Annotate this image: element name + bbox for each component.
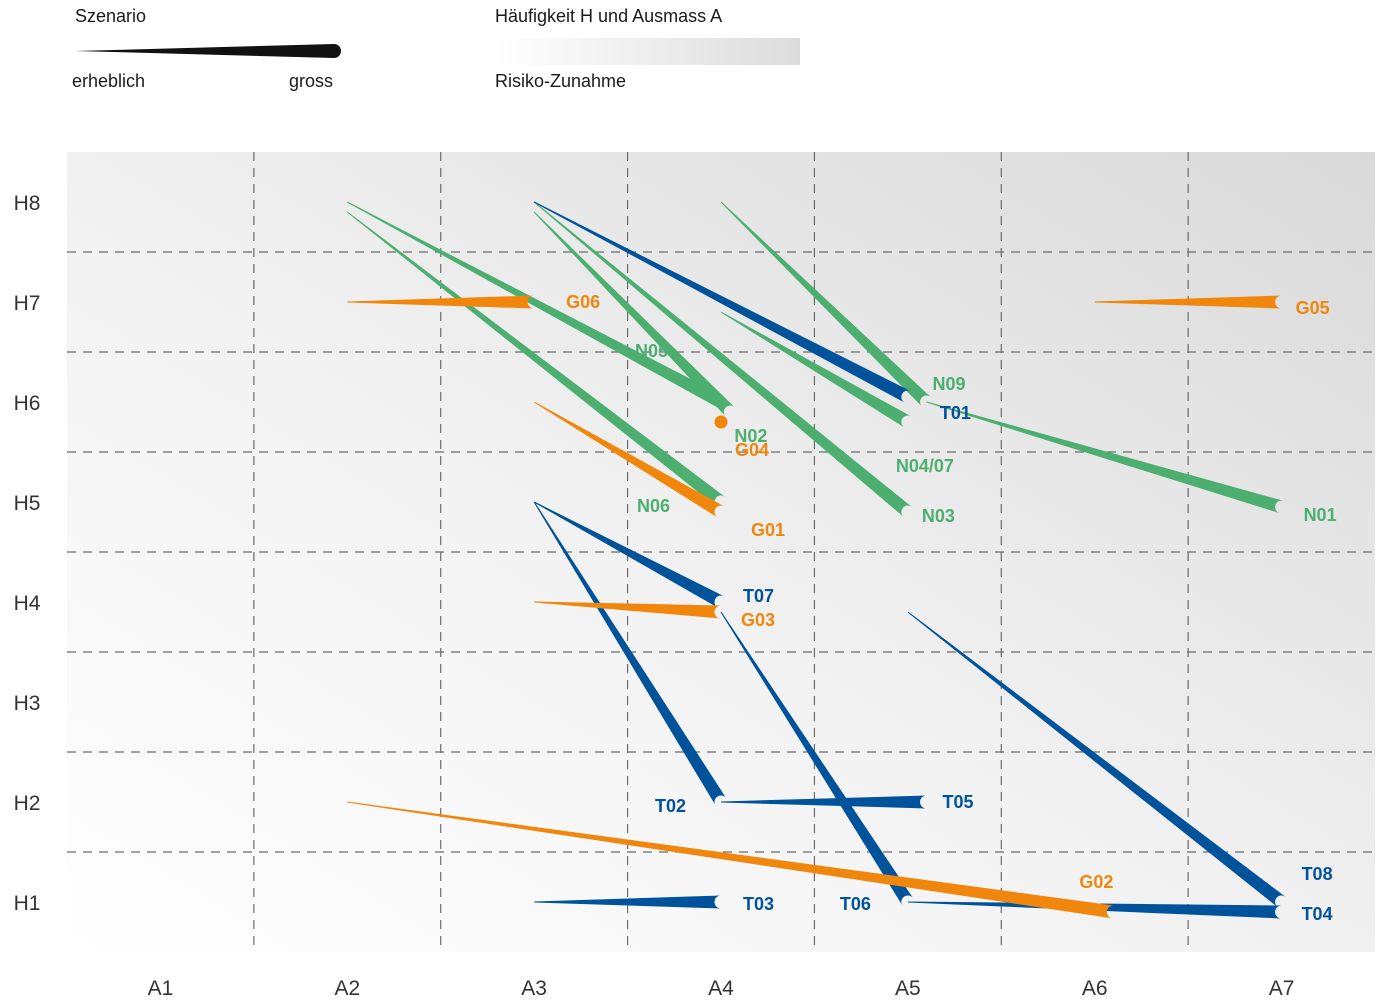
- scenario-t07: [533, 501, 725, 608]
- scenario-n09: [720, 201, 932, 407]
- grid-lines: [67, 152, 1375, 952]
- scenario-g01: [533, 401, 725, 518]
- scenario-marks: [346, 201, 1286, 919]
- scenario-n01: [926, 401, 1284, 514]
- x-tick-label: A6: [1082, 977, 1108, 1000]
- scenario-legend-title: Szenario: [75, 6, 147, 26]
- y-tick-label: H2: [14, 792, 41, 815]
- y-tick-label: H1: [14, 892, 41, 915]
- scenario-t01: [533, 201, 911, 403]
- scenario-label: T04: [1302, 904, 1333, 924]
- x-tick-label: A4: [708, 977, 734, 1000]
- risk-legend-title: Häufigkeit H und Ausmass A: [495, 6, 723, 26]
- scenario-label: N09: [933, 374, 966, 394]
- scenario-g04: [714, 415, 728, 429]
- scenario-g03: [534, 601, 722, 619]
- scenario-label: T08: [1302, 864, 1333, 884]
- scenario-label: G02: [1079, 872, 1113, 892]
- scenario-label: T06: [840, 894, 871, 914]
- scenario-n05: [347, 201, 725, 408]
- scenario-n04-07: [720, 311, 912, 428]
- x-tick-label: A7: [1269, 977, 1295, 1000]
- scenario-n03: [533, 201, 913, 518]
- x-tick-label: A2: [334, 977, 360, 1000]
- scenario-t08: [907, 611, 1286, 908]
- scenario-legend-large-label: gross: [289, 71, 334, 91]
- scenario-g06: [347, 295, 535, 309]
- scenario-t06: [720, 611, 914, 906]
- y-tick-label: H4: [14, 592, 41, 615]
- scenario-label: N04/07: [896, 456, 954, 476]
- y-tick-label: H6: [14, 392, 41, 415]
- scenario-label: N05: [635, 341, 668, 361]
- scenario-label: N06: [637, 496, 670, 516]
- scenario-t03: [534, 895, 721, 909]
- y-tick-label: H3: [14, 692, 41, 715]
- risk-legend-caption: Risiko-Zunahme: [495, 71, 627, 91]
- x-tick-label: A1: [148, 977, 174, 1000]
- scenario-label: G03: [741, 610, 775, 630]
- scenario-label: T05: [943, 792, 974, 812]
- scenario-t02: [533, 501, 727, 806]
- scenario-label: G06: [566, 292, 600, 312]
- scenario-label: T02: [655, 796, 686, 816]
- scenario-legend-small-label: erheblich: [72, 71, 146, 91]
- scenario-labels: N01 N02 N03 N04/07 N05 N06 N09 T01 T02 T03 T04 T05 T…: [566, 292, 1336, 924]
- scenario-label: T01: [940, 403, 971, 423]
- x-tick-label: A5: [895, 977, 921, 1000]
- scenario-label: G01: [751, 520, 785, 540]
- y-tick-label: H8: [14, 192, 41, 215]
- axis-labels: A1 A2 A3 A4 A5 A6 A7 H1 H2 H3 H4 H5 H6 H7 H8: [14, 192, 1295, 1000]
- scenario-label: G04: [735, 440, 769, 460]
- x-tick-label: A3: [521, 977, 547, 1000]
- scenario-label: T07: [743, 586, 774, 606]
- y-tick-label: H7: [14, 292, 41, 315]
- scenario-legend-wedge: [75, 44, 341, 58]
- scenario-label: N01: [1304, 505, 1337, 525]
- scenario-n06: [346, 211, 725, 508]
- y-tick-label: H5: [14, 492, 41, 515]
- risk-legend-gradient-bar: [495, 38, 800, 65]
- scenario-label: N03: [922, 506, 955, 526]
- scenario-g05: [1094, 295, 1282, 309]
- scenario-t05: [721, 795, 927, 809]
- scenario-label: N02: [734, 426, 767, 446]
- scenario-n02: [533, 211, 735, 417]
- scenario-g02: [347, 801, 1115, 919]
- scenario-label: G05: [1296, 298, 1330, 318]
- scenario-label: T03: [743, 894, 774, 914]
